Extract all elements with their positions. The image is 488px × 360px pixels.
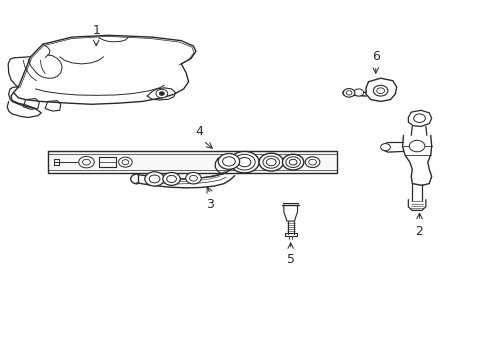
Circle shape bbox=[156, 89, 167, 98]
Text: 3: 3 bbox=[206, 198, 214, 211]
Circle shape bbox=[79, 157, 94, 168]
Circle shape bbox=[163, 172, 180, 185]
Circle shape bbox=[263, 156, 279, 168]
Circle shape bbox=[233, 154, 255, 170]
Circle shape bbox=[343, 89, 354, 97]
Circle shape bbox=[282, 154, 303, 170]
Circle shape bbox=[259, 153, 283, 171]
Circle shape bbox=[238, 157, 250, 167]
Polygon shape bbox=[47, 152, 336, 173]
Circle shape bbox=[185, 172, 201, 184]
Circle shape bbox=[346, 91, 351, 95]
Circle shape bbox=[308, 159, 316, 165]
Text: 6: 6 bbox=[371, 50, 379, 63]
Text: 1: 1 bbox=[92, 24, 100, 37]
Text: 4: 4 bbox=[195, 125, 203, 138]
Circle shape bbox=[166, 175, 176, 183]
Text: 5: 5 bbox=[286, 253, 294, 266]
Circle shape bbox=[149, 175, 160, 183]
Circle shape bbox=[372, 85, 387, 96]
Circle shape bbox=[376, 88, 384, 94]
Circle shape bbox=[380, 144, 389, 151]
Circle shape bbox=[229, 152, 259, 173]
Circle shape bbox=[408, 140, 424, 152]
Text: 2: 2 bbox=[415, 225, 423, 238]
Circle shape bbox=[353, 89, 363, 96]
Circle shape bbox=[82, 159, 90, 165]
Circle shape bbox=[122, 159, 128, 165]
Circle shape bbox=[189, 175, 197, 181]
Circle shape bbox=[218, 154, 239, 169]
Circle shape bbox=[118, 157, 132, 167]
Circle shape bbox=[266, 158, 276, 166]
Circle shape bbox=[288, 159, 296, 165]
Circle shape bbox=[305, 157, 319, 167]
Circle shape bbox=[222, 157, 235, 166]
Circle shape bbox=[285, 157, 300, 167]
Circle shape bbox=[413, 114, 425, 122]
Circle shape bbox=[159, 92, 164, 95]
Circle shape bbox=[144, 172, 164, 186]
